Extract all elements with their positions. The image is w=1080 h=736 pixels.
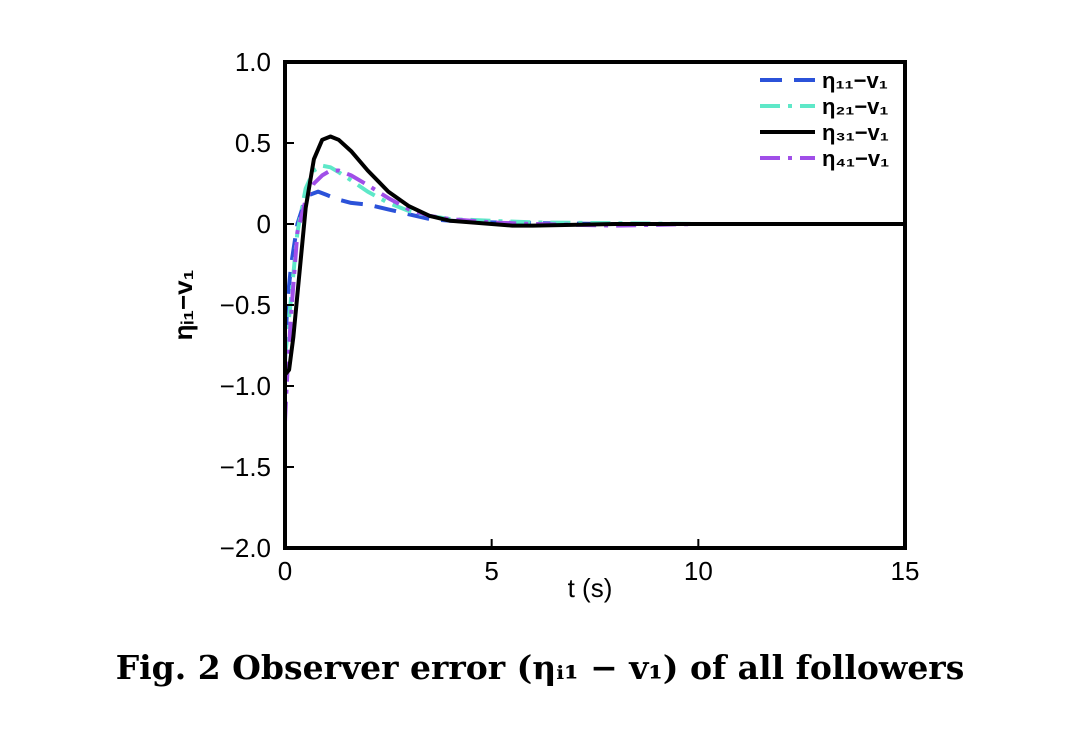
y-tick-label: 1.0: [235, 47, 271, 77]
x-tick-label: 10: [684, 556, 713, 586]
ticks-layer: 0 5 10 15 1.0 0.5 0 −0.5 −1.0 −1.5 −2.0: [220, 47, 920, 586]
x-tick-label: 0: [278, 556, 292, 586]
y-tick-label: −1.5: [220, 452, 271, 482]
legend-label: η₂₁−v₁: [822, 94, 889, 119]
series-line: [285, 189, 905, 362]
x-tick-label: 5: [484, 556, 498, 586]
y-tick-label: −0.5: [220, 290, 271, 320]
plot-frame: [283, 60, 907, 550]
legend-label: η₄₁−v₁: [822, 146, 889, 171]
legend-label: η₁₁−v₁: [822, 68, 888, 93]
series-line: [285, 134, 905, 376]
figure-caption: Fig. 2 Observer error (ηᵢ₁ − v₁) of all …: [115, 648, 965, 687]
x-tick-label: 15: [891, 556, 920, 586]
y-tick-label: 0.5: [235, 128, 271, 158]
y-axis-label: ηᵢ₁−v₁: [168, 270, 198, 341]
y-tick-label: −1.0: [220, 371, 271, 401]
y-tick-label: 0: [257, 209, 271, 239]
x-axis-label: t (s): [568, 573, 613, 603]
y-tick-label: −2.0: [220, 533, 271, 563]
legend-label: η₃₁−v₁: [822, 120, 889, 145]
series-layer: [285, 134, 905, 422]
series-line: [285, 163, 905, 358]
